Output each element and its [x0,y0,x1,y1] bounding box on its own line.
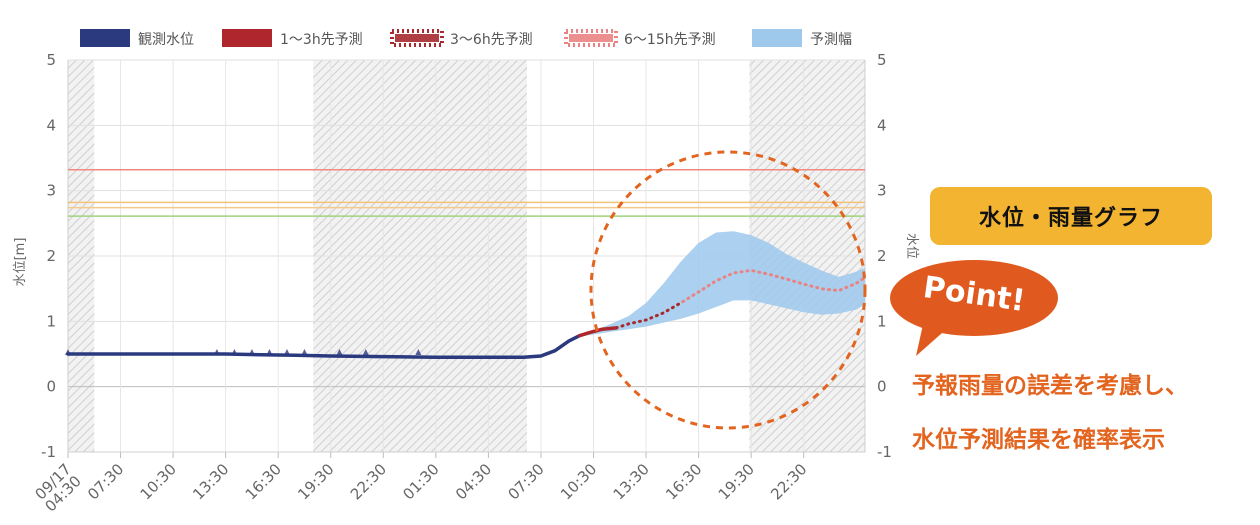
point-callout-bubble [890,260,1058,356]
chart-title-badge: 水位・雨量グラフ [930,187,1212,245]
legend: 観測水位 1〜3h先予測 3〜6h先予測 6〜15h先予測 予測幅 [80,29,852,48]
observation-marker [283,349,290,355]
legend-swatch [564,29,618,47]
y-axis-title: 水位[m] [13,238,28,287]
x-tick-label: 01:30 [399,460,442,503]
observation-marker [231,349,238,355]
y-tick-label: -1 [41,443,56,461]
series-line-1 [66,333,582,360]
x-tick-label: 16:30 [662,460,705,503]
y-tick-label-right: 1 [877,312,887,330]
legend-label: 予測幅 [810,32,852,48]
observation-marker [65,349,71,355]
observation-marker [301,349,308,355]
y-tick-label: 3 [46,182,56,200]
y-tick-label-right: 2 [877,247,887,265]
grid [67,59,866,458]
observation-marker [362,349,369,355]
legend-swatch [390,29,444,47]
threshold-lines [68,169,865,217]
y-tick-label-right: 5 [877,51,887,69]
legend-swatch [80,29,130,47]
y-axis-title-right: 水位 [904,233,919,259]
legend-swatch-fill [569,34,613,42]
observation-marker [336,349,343,355]
series-line-4 [681,268,867,304]
legend-swatch [752,29,802,47]
observation-marker [248,349,255,355]
y-tick-label-right: 3 [877,182,887,200]
legend-label: 観測水位 [138,31,194,48]
x-tick-label: 07:30 [504,460,547,503]
prediction-band [584,231,865,336]
y-tick-label: 1 [46,312,56,330]
legend-swatch-fill [395,34,439,42]
legend-label: 1〜3h先予測 [280,32,363,48]
y-tick-label: 0 [46,378,56,396]
x-tick-label: 22:30 [767,460,810,503]
y-tick-label: 5 [46,51,56,69]
legend-label: 3〜6h先予測 [450,32,533,48]
x-tick-label: 10:30 [557,460,600,503]
legend-label: 6〜15h先予測 [624,32,716,48]
prediction-band-area [584,231,865,336]
x-tick-label: 19:30 [294,460,337,503]
note-line-1: 予報雨量の誤差を考慮し、 [912,373,1188,399]
y-tick-label-right: 0 [877,378,887,396]
note-line-2: 水位予測結果を確率表示 [912,427,1165,453]
y-tick-label: 4 [46,116,56,134]
x-tick-label: 13:30 [610,460,653,503]
x-tick-label: 10:30 [137,460,180,503]
y-tick-label: 2 [46,247,56,265]
x-tick-label: 16:30 [242,460,285,503]
highlight-circle [589,150,867,430]
y-tick-label-right: -1 [877,443,892,461]
observation-marker [266,349,273,355]
x-tick-label: 07:30 [84,460,127,503]
series-line-3 [614,300,685,330]
observation-marker [213,349,220,355]
x-tick-label: 13:30 [189,460,232,503]
observation-marker [415,349,422,355]
x-tick-label: 19:30 [715,460,758,503]
legend-swatch [222,29,272,47]
x-tick-label: 04:30 [452,460,495,503]
y-tick-label-right: 4 [877,116,887,134]
x-tick-label: 22:30 [347,460,390,503]
